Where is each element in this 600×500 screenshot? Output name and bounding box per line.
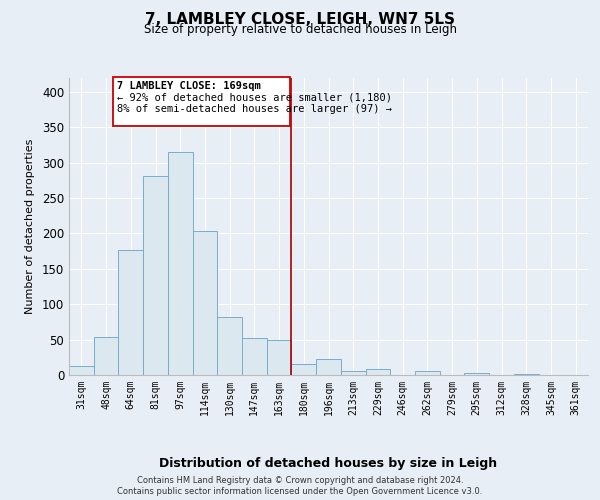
- Text: Contains HM Land Registry data © Crown copyright and database right 2024.: Contains HM Land Registry data © Crown c…: [137, 476, 463, 485]
- Text: Contains public sector information licensed under the Open Government Licence v3: Contains public sector information licen…: [118, 488, 482, 496]
- Bar: [514, 374, 539, 375]
- Y-axis label: Number of detached properties: Number of detached properties: [25, 138, 35, 314]
- Bar: [341, 372, 365, 375]
- X-axis label: Distribution of detached houses by size in Leigh: Distribution of detached houses by size …: [160, 457, 497, 470]
- Bar: [217, 317, 242, 375]
- Bar: [365, 368, 390, 375]
- Bar: [242, 338, 267, 375]
- Bar: [267, 340, 292, 375]
- Bar: [113, 78, 290, 126]
- Bar: [292, 364, 316, 375]
- Bar: [415, 372, 440, 375]
- Text: 7, LAMBLEY CLOSE, LEIGH, WN7 5LS: 7, LAMBLEY CLOSE, LEIGH, WN7 5LS: [145, 12, 455, 28]
- Text: ← 92% of detached houses are smaller (1,180): ← 92% of detached houses are smaller (1,…: [117, 92, 392, 102]
- Bar: [118, 250, 143, 375]
- Bar: [94, 337, 118, 375]
- Bar: [168, 152, 193, 375]
- Bar: [143, 176, 168, 375]
- Text: 8% of semi-detached houses are larger (97) →: 8% of semi-detached houses are larger (9…: [117, 104, 392, 114]
- Bar: [69, 366, 94, 375]
- Bar: [316, 360, 341, 375]
- Text: Size of property relative to detached houses in Leigh: Size of property relative to detached ho…: [143, 22, 457, 36]
- Bar: [193, 230, 217, 375]
- Text: 7 LAMBLEY CLOSE: 169sqm: 7 LAMBLEY CLOSE: 169sqm: [117, 81, 261, 91]
- Bar: [464, 373, 489, 375]
